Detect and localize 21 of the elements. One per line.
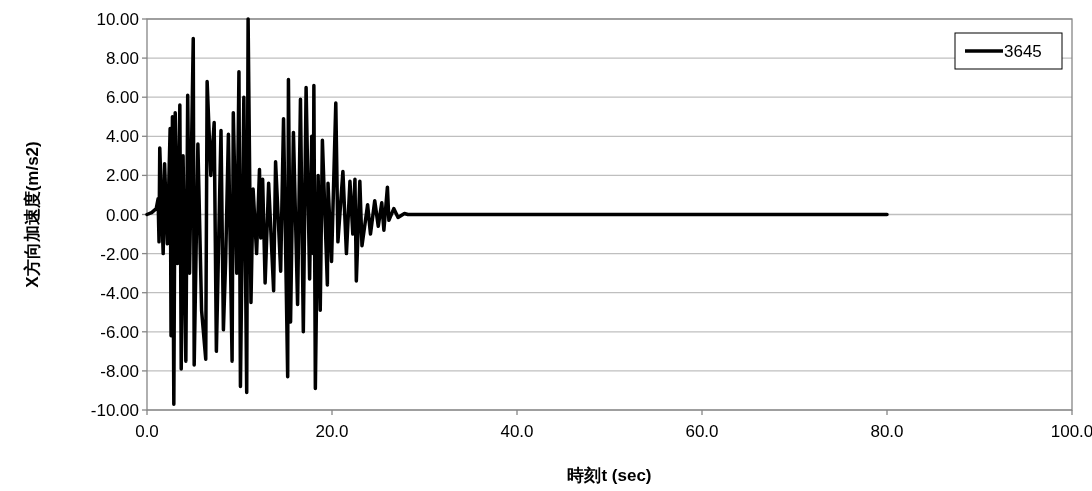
y-tick-label: -6.00 bbox=[100, 322, 139, 342]
x-tick-label: 40.0 bbox=[500, 422, 534, 441]
y-axis-title: X方向加速度(m/s2) bbox=[23, 141, 42, 288]
y-tick-label: 0.00 bbox=[105, 205, 139, 225]
x-tick-label: 100.0 bbox=[1050, 422, 1092, 441]
x-tick-label: 80.0 bbox=[870, 422, 904, 441]
y-tick-label: -10.00 bbox=[90, 401, 139, 420]
x-axis-title: 時刻t (sec) bbox=[567, 466, 652, 485]
line-series bbox=[145, 17, 889, 406]
y-tick-label: 10.00 bbox=[96, 10, 139, 29]
x-tick-label: 0.0 bbox=[135, 422, 159, 441]
x-tick-label: 60.0 bbox=[685, 422, 719, 441]
y-tick-label: 4.00 bbox=[105, 127, 139, 147]
y-tick-label: 6.00 bbox=[105, 88, 139, 108]
y-tick-label: 2.00 bbox=[105, 166, 139, 186]
y-tick-label: -2.00 bbox=[100, 244, 139, 264]
x-tick-label: 20.0 bbox=[315, 422, 349, 441]
legend-label: 3645 bbox=[1004, 42, 1042, 61]
y-tick-label: -4.00 bbox=[100, 283, 139, 303]
y-tick-label: -8.00 bbox=[100, 361, 139, 381]
y-tick-label: 8.00 bbox=[105, 49, 139, 69]
